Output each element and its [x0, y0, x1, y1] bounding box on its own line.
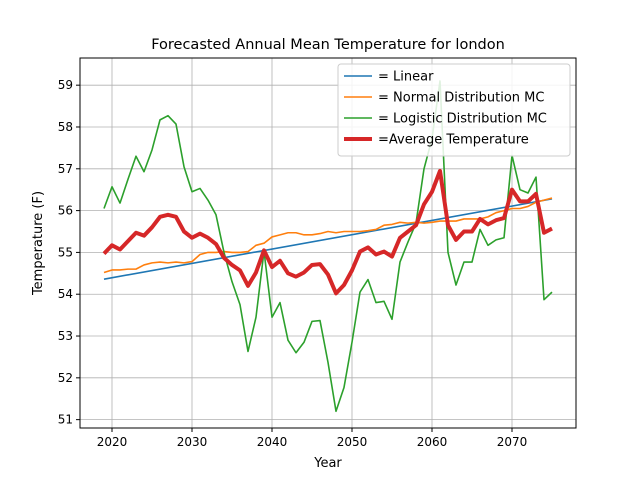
legend-box: [337, 63, 571, 157]
chart-title: Forecasted Annual Mean Temperature for l…: [151, 37, 505, 53]
y-tick-label: 54: [58, 287, 73, 301]
legend-label-logistic-distribution-mc: = Logistic Distribution MC: [378, 112, 547, 127]
series-line-average-temperature: [102, 168, 553, 296]
y-axis-label: Temperature (F): [31, 191, 46, 296]
x-axis: 2020 2030 2040 2050 2060 2070: [97, 428, 528, 449]
legend-label-normal-distribution-mc: = Normal Distribution MC: [378, 91, 544, 106]
x-tick-label: 2020: [97, 435, 128, 449]
y-tick-label: 53: [58, 329, 73, 343]
y-tick-label: 59: [58, 78, 73, 92]
plot-frame: [79, 57, 577, 429]
x-tick-label: 2050: [337, 435, 368, 449]
y-tick-label: 55: [58, 245, 73, 259]
legend-label-average-temperature: =Average Temperature: [378, 133, 529, 148]
series-layer: [102, 80, 553, 413]
x-tick-label: 2040: [257, 435, 288, 449]
x-tick-label: 2070: [497, 435, 528, 449]
x-tick-label: 2030: [177, 435, 208, 449]
y-tick-label: 51: [58, 413, 73, 427]
y-tick-label: 52: [58, 371, 73, 385]
y-axis: 51 52 53 54 55 56 57 58 59: [58, 78, 80, 427]
y-tick-label: 57: [58, 162, 73, 176]
series-line-logistic-distribution-mc: [103, 80, 553, 413]
grid: [80, 58, 576, 428]
series-line-normal-distribution-mc: [103, 197, 553, 274]
y-tick-label: 58: [58, 120, 73, 134]
legend: = Linear = Normal Distribution MC = Logi…: [337, 63, 571, 157]
x-axis-label: Year: [313, 456, 342, 471]
legend-label-linear: = Linear: [378, 70, 434, 85]
y-tick-label: 56: [58, 204, 73, 218]
x-tick-label: 2060: [417, 435, 448, 449]
series-line-linear: [103, 198, 553, 280]
